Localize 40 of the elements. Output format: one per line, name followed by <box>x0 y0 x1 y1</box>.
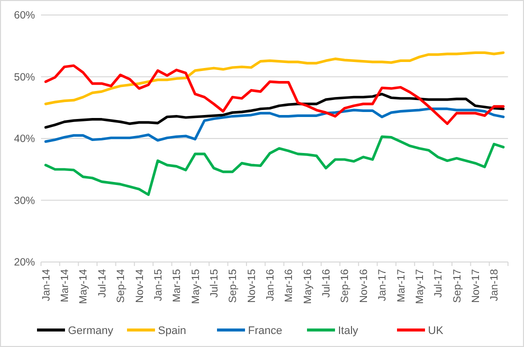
x-tick-label: Mar-15 <box>171 268 184 302</box>
y-tick-label: 20% <box>14 256 35 269</box>
y-tick-label: 30% <box>14 194 35 207</box>
x-tick-label: Jan-16 <box>264 268 277 302</box>
line-series <box>44 108 505 143</box>
x-tick-label: Sep-14 <box>115 268 128 303</box>
x-tick-label: Nov-17 <box>470 268 482 303</box>
y-tick-label: 40% <box>14 133 35 146</box>
x-tick-label: Jul-16 <box>320 268 333 298</box>
y-tick-label: 60% <box>14 10 35 22</box>
legend-label: Italy <box>338 324 359 337</box>
x-tick-label: Sep-17 <box>451 268 464 303</box>
x-tick-label: Jul-17 <box>432 268 445 298</box>
legend-label: Germany <box>68 324 114 337</box>
y-tick-label: 50% <box>14 71 35 84</box>
x-tick-label: Mar-17 <box>395 268 408 302</box>
line-series <box>44 64 505 125</box>
x-tick-label: May-17 <box>414 268 426 304</box>
x-tick-label: Sep-15 <box>227 268 240 303</box>
x-tick-label: Sep-16 <box>339 268 352 303</box>
line-series <box>44 92 505 129</box>
line-series <box>44 135 505 196</box>
x-tick-label: Jul-14 <box>96 268 108 298</box>
x-tick-label: May-15 <box>190 268 202 304</box>
legend-label: UK <box>428 324 444 337</box>
legend-label: France <box>248 324 282 337</box>
x-tick-label: May-14 <box>78 268 90 304</box>
x-tick-label: Nov-14 <box>134 268 146 303</box>
line-series <box>44 51 505 106</box>
x-tick-label: Jan-17 <box>376 268 389 302</box>
x-tick-label: Jan-14 <box>40 268 52 302</box>
x-tick-label: Mar-16 <box>283 268 296 302</box>
x-tick-label: May-16 <box>302 268 314 304</box>
x-tick-label: Nov-16 <box>358 268 370 303</box>
x-tick-label: Nov-15 <box>246 268 258 303</box>
legend-label: Spain <box>158 324 186 337</box>
x-tick-label: Jul-15 <box>208 268 220 298</box>
x-tick-label: Jan-18 <box>488 268 501 302</box>
x-tick-label: Mar-14 <box>59 268 72 302</box>
x-tick-label: Jan-15 <box>152 268 164 302</box>
